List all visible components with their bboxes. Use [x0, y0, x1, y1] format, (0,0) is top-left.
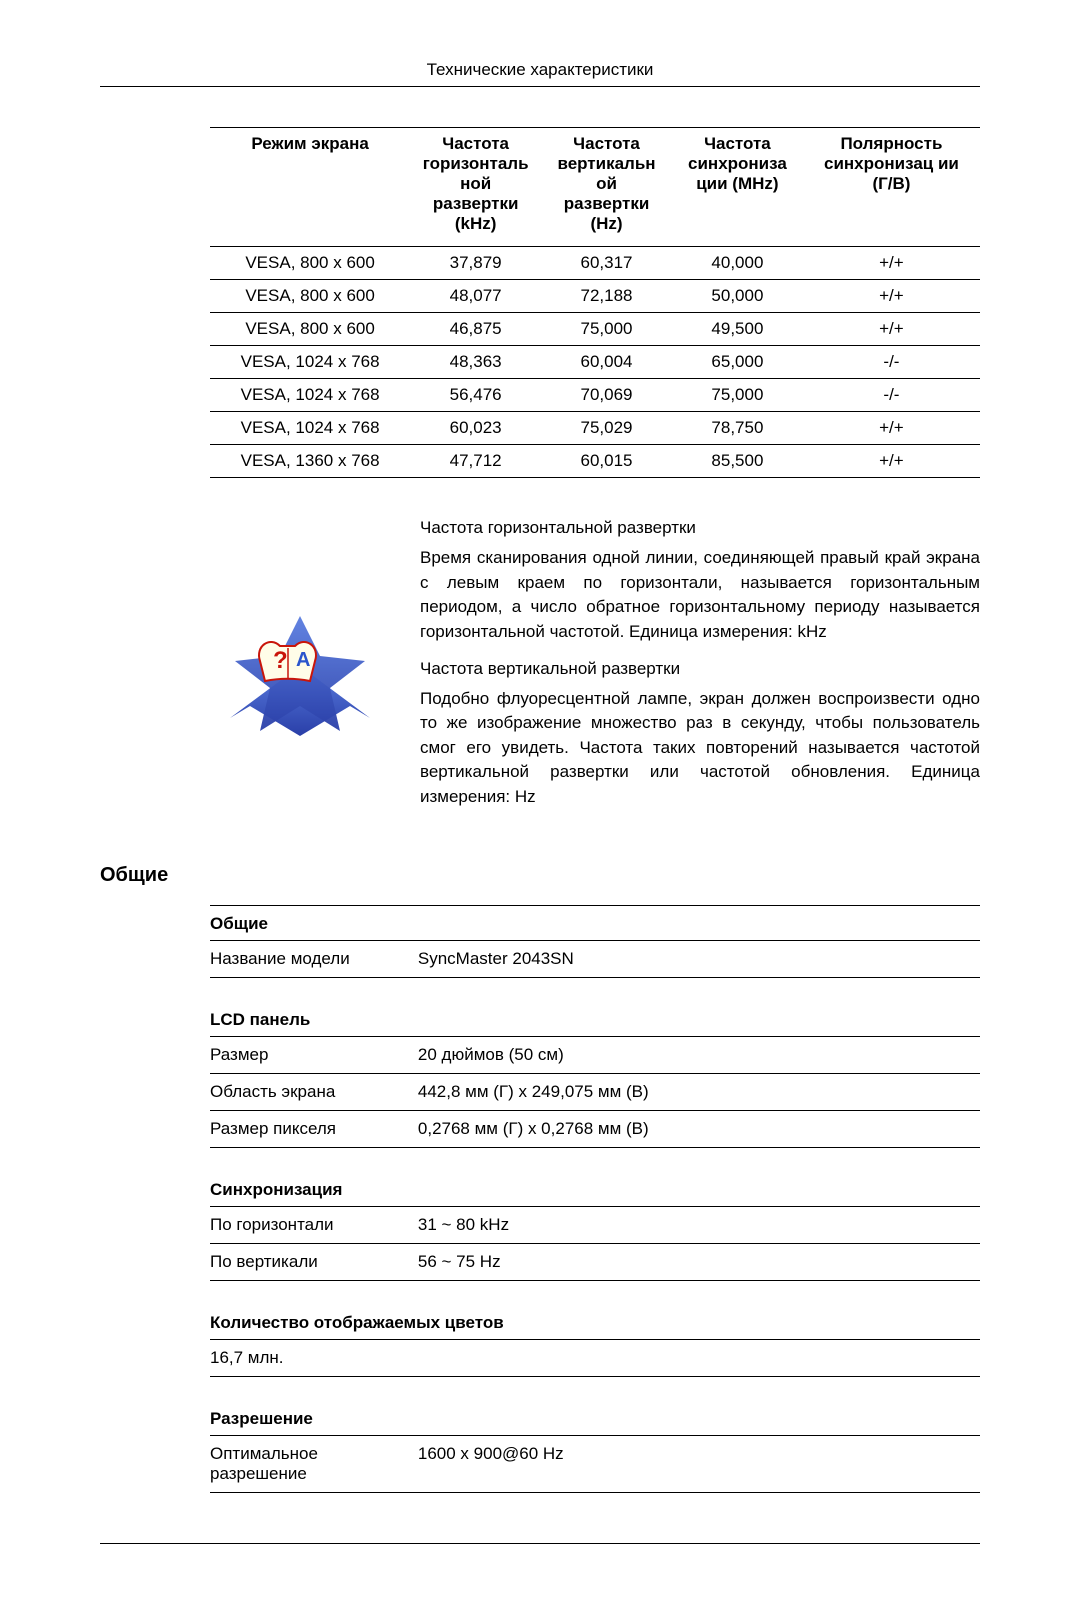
timing-cell: +/+	[803, 247, 980, 280]
footer-rule	[100, 1543, 980, 1544]
vert-freq-body: Подобно флуоресцентной лампе, экран долж…	[420, 687, 980, 810]
timing-header-sync: Частота синхрониза ции (MHz)	[672, 128, 803, 247]
spec-colors-value: 16,7 млн.	[210, 1340, 980, 1377]
spec-model-value: SyncMaster 2043SN	[418, 941, 980, 978]
book-star-icon: ? A	[210, 606, 390, 736]
timing-cell: 49,500	[672, 313, 803, 346]
timing-cell: 48,077	[410, 280, 541, 313]
spec-hsync-label: По горизонтали	[210, 1207, 418, 1244]
spec-optres-value: 1600 x 900@60 Hz	[418, 1436, 980, 1493]
timing-cell: 65,000	[672, 346, 803, 379]
spec-vsync-label: По вертикали	[210, 1243, 418, 1280]
spec-general-title: Общие	[210, 905, 980, 941]
timing-cell: VESA, 1360 x 768	[210, 445, 410, 478]
timing-cell: -/-	[803, 346, 980, 379]
timing-cell: 72,188	[541, 280, 672, 313]
timing-header-hfreq: Частота горизонталь ной развертки (kHz)	[410, 128, 541, 247]
spec-vsync-value: 56 ~ 75 Hz	[418, 1243, 980, 1280]
timing-cell: 47,712	[410, 445, 541, 478]
spec-area-value: 442,8 мм (Г) x 249,075 мм (В)	[418, 1073, 980, 1110]
spec-area-label: Область экрана	[210, 1073, 418, 1110]
definitions-block: ? A Частота горизонтальной развертки Вре…	[210, 518, 980, 824]
spec-pixel-label: Размер пикселя	[210, 1110, 418, 1147]
spec-lcd-table: Размер 20 дюймов (50 см) Область экрана …	[210, 1037, 980, 1148]
timing-row: VESA, 1360 x 76847,71260,01585,500+/+	[210, 445, 980, 478]
timing-row: VESA, 800 x 60046,87575,00049,500+/+	[210, 313, 980, 346]
timing-cell: 37,879	[410, 247, 541, 280]
spec-pixel-value: 0,2768 мм (Г) x 0,2768 мм (В)	[418, 1110, 980, 1147]
spec-sync-title: Синхронизация	[210, 1172, 980, 1207]
timing-cell: +/+	[803, 445, 980, 478]
spec-general-table: Название модели SyncMaster 2043SN	[210, 941, 980, 978]
timing-header-polarity: Полярность синхронизац ии (Г/В)	[803, 128, 980, 247]
timing-cell: VESA, 1024 x 768	[210, 346, 410, 379]
timing-row: VESA, 1024 x 76848,36360,00465,000-/-	[210, 346, 980, 379]
timing-cell: 75,029	[541, 412, 672, 445]
spec-resolution-table: Оптимальное разрешение 1600 x 900@60 Hz	[210, 1436, 980, 1493]
spec-optres-label: Оптимальное разрешение	[210, 1436, 418, 1493]
svg-text:?: ?	[273, 647, 288, 674]
timing-cell: 40,000	[672, 247, 803, 280]
timing-row: VESA, 1024 x 76856,47670,06975,000-/-	[210, 379, 980, 412]
timing-cell: 60,004	[541, 346, 672, 379]
timing-cell: VESA, 800 x 600	[210, 280, 410, 313]
specs-heading: Общие	[100, 864, 980, 887]
timing-cell: 75,000	[672, 379, 803, 412]
spec-hsync-value: 31 ~ 80 kHz	[418, 1207, 980, 1244]
svg-text:A: A	[296, 649, 310, 671]
timing-cell: VESA, 1024 x 768	[210, 412, 410, 445]
vert-freq-term: Частота вертикальной развертки	[420, 659, 980, 679]
timing-row: VESA, 800 x 60048,07772,18850,000+/+	[210, 280, 980, 313]
timing-cell: -/-	[803, 379, 980, 412]
spec-size-label: Размер	[210, 1037, 418, 1074]
timing-cell: 50,000	[672, 280, 803, 313]
timing-row: VESA, 1024 x 76860,02375,02978,750+/+	[210, 412, 980, 445]
timing-cell: +/+	[803, 280, 980, 313]
timing-cell: VESA, 800 x 600	[210, 313, 410, 346]
timing-cell: 85,500	[672, 445, 803, 478]
timing-cell: +/+	[803, 313, 980, 346]
horiz-freq-body: Время сканирования одной линии, соединяю…	[420, 546, 980, 645]
timing-cell: 60,015	[541, 445, 672, 478]
timing-row: VESA, 800 x 60037,87960,31740,000+/+	[210, 247, 980, 280]
timing-cell: 46,875	[410, 313, 541, 346]
spec-resolution-title: Разрешение	[210, 1401, 980, 1436]
timing-cell: 78,750	[672, 412, 803, 445]
timing-header-vfreq: Частота вертикальн ой развертки (Hz)	[541, 128, 672, 247]
spec-colors-title: Количество отображаемых цветов	[210, 1305, 980, 1340]
spec-lcd-title: LCD панель	[210, 1002, 980, 1037]
horiz-freq-term: Частота горизонтальной развертки	[420, 518, 980, 538]
timing-cell: VESA, 1024 x 768	[210, 379, 410, 412]
definitions-text: Частота горизонтальной развертки Время с…	[420, 518, 980, 824]
main-content: Режим экрана Частота горизонталь ной раз…	[210, 127, 980, 1493]
timing-cell: 60,023	[410, 412, 541, 445]
timing-cell: 60,317	[541, 247, 672, 280]
timing-table: Режим экрана Частота горизонталь ной раз…	[210, 127, 980, 478]
spec-sync-table: По горизонтали 31 ~ 80 kHz По вертикали …	[210, 1207, 980, 1281]
timing-cell: VESA, 800 x 600	[210, 247, 410, 280]
spec-model-label: Название модели	[210, 941, 418, 978]
page-header: Технические характеристики	[100, 60, 980, 87]
timing-cell: 48,363	[410, 346, 541, 379]
timing-header-mode: Режим экрана	[210, 128, 410, 247]
timing-cell: 56,476	[410, 379, 541, 412]
timing-cell: 70,069	[541, 379, 672, 412]
spec-size-value: 20 дюймов (50 см)	[418, 1037, 980, 1074]
timing-cell: 75,000	[541, 313, 672, 346]
timing-cell: +/+	[803, 412, 980, 445]
